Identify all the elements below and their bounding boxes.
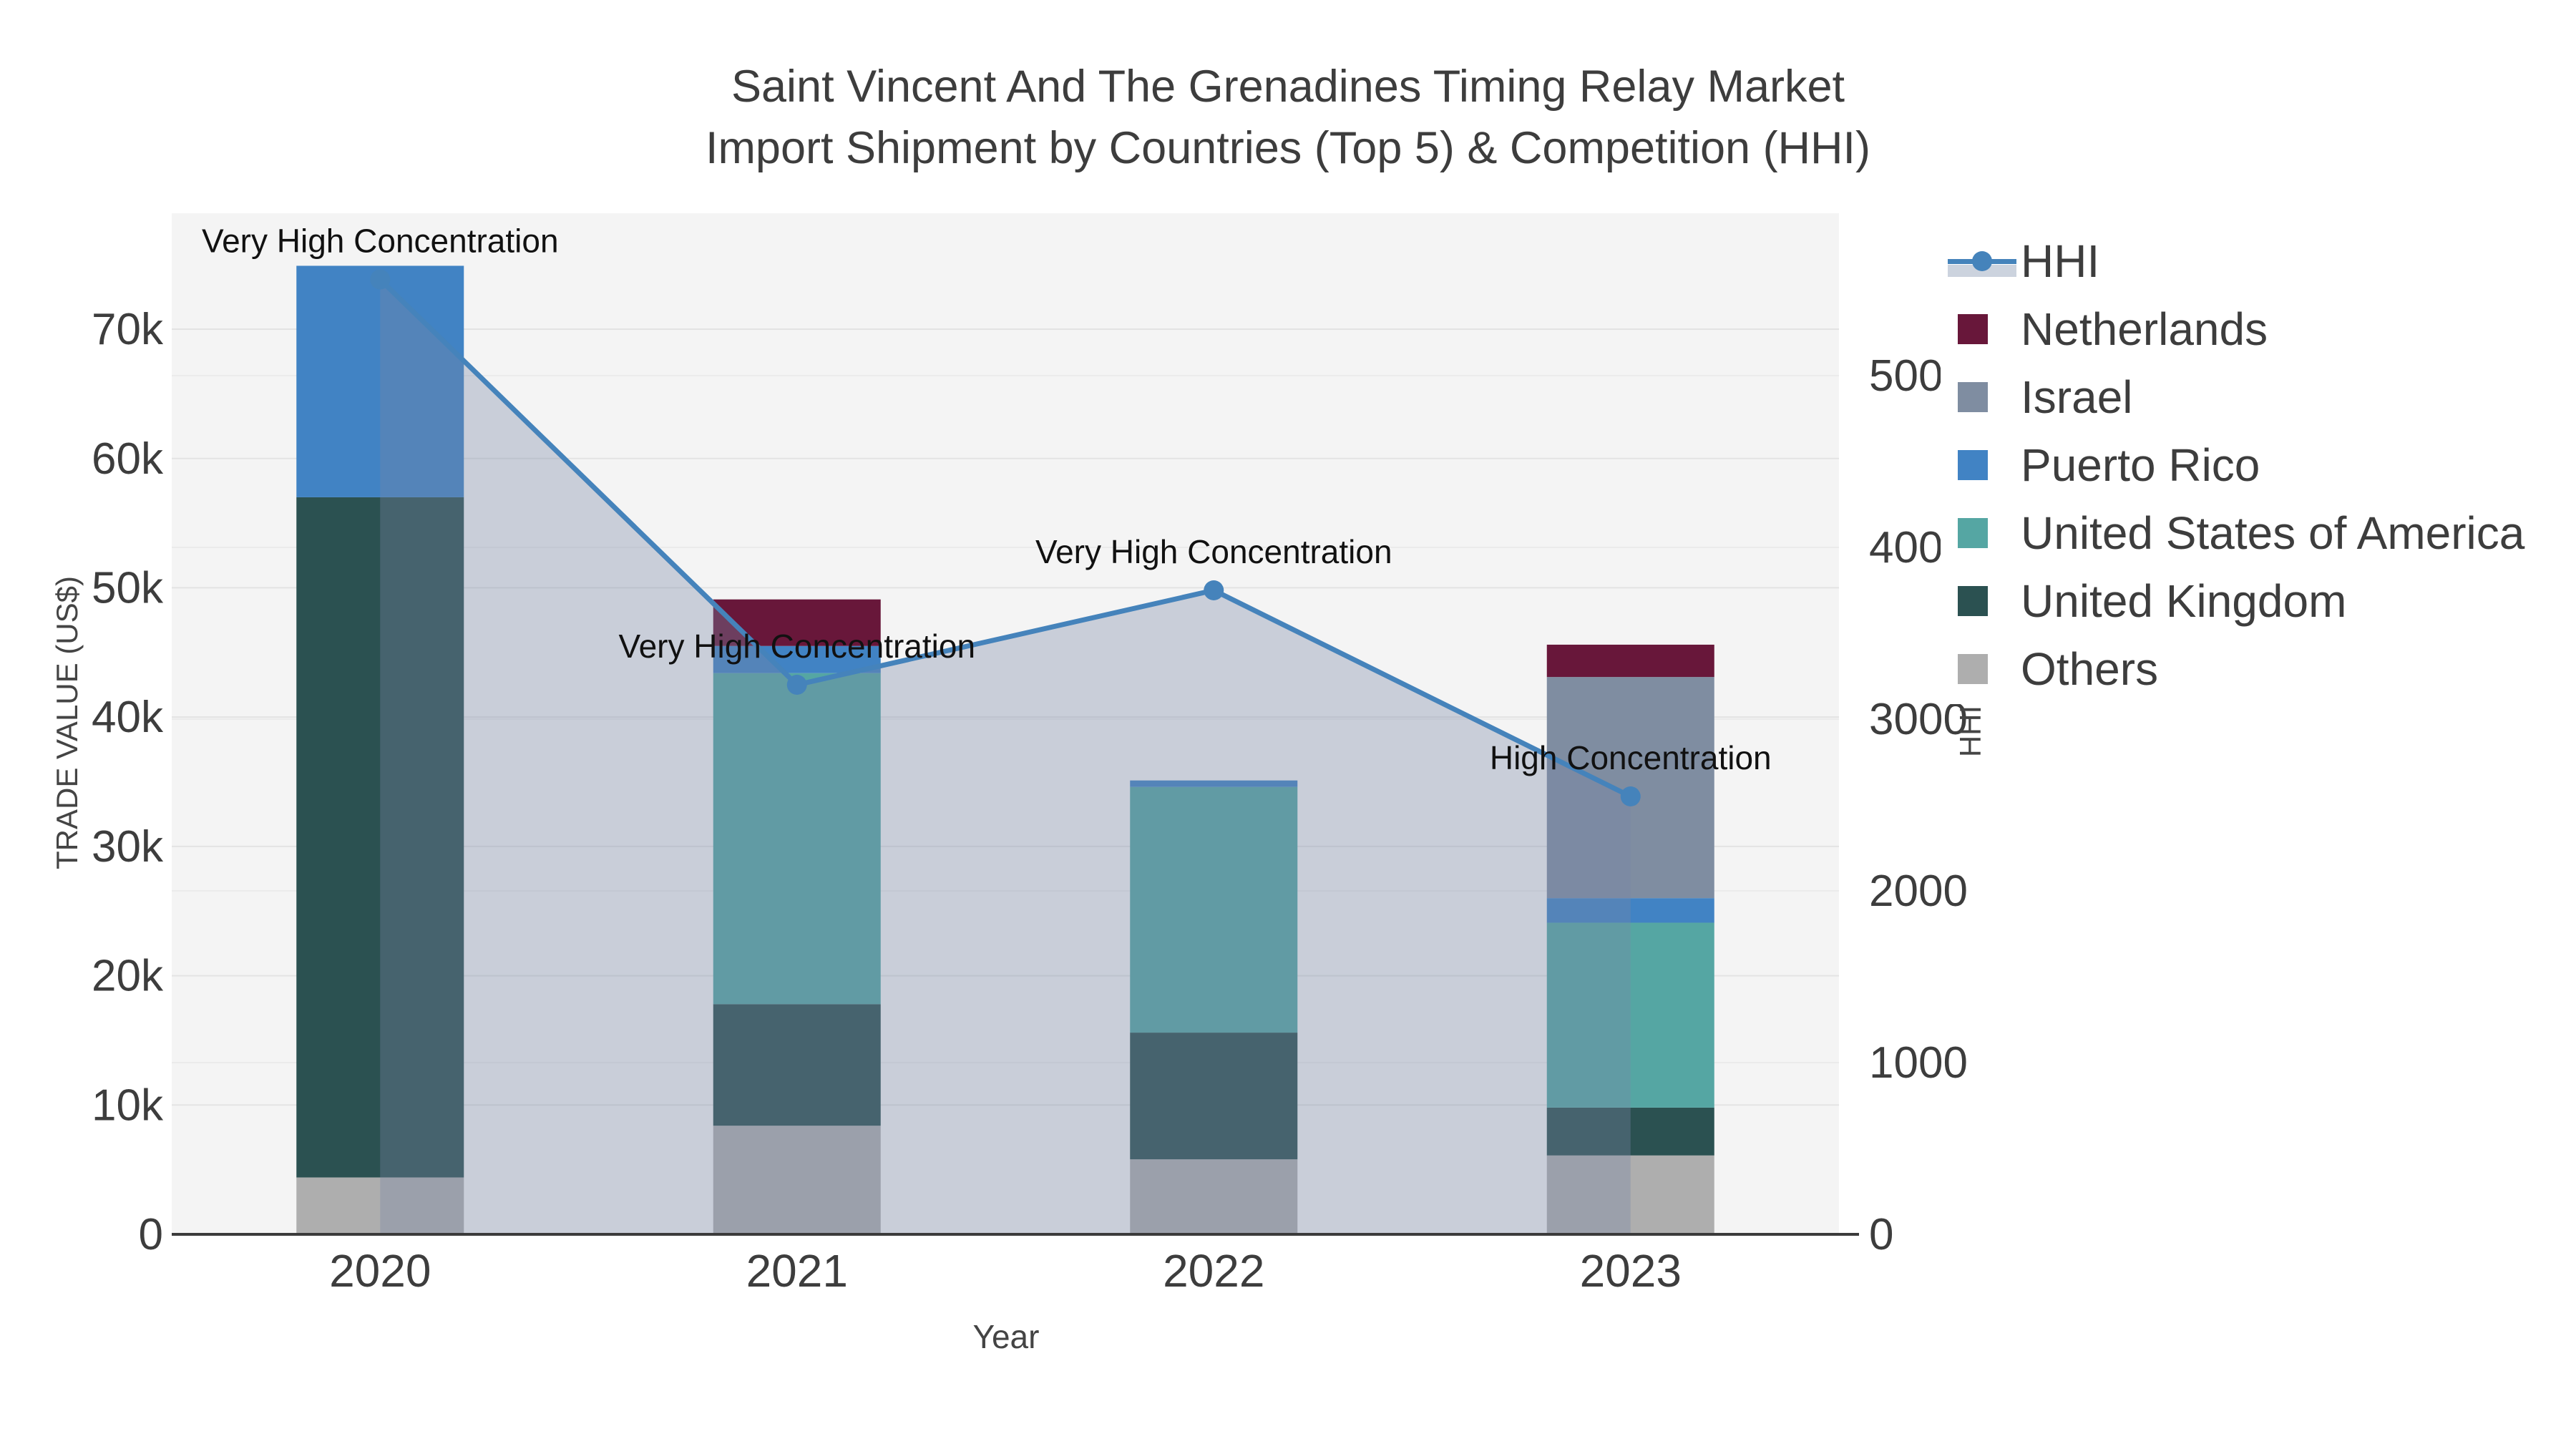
hhi-marker-legend-dot	[1972, 250, 1992, 271]
bar-segment-united-states-of-america-2023[interactable]	[1546, 922, 1714, 1108]
legend-item-hhi[interactable]: HHI	[1941, 228, 2565, 296]
legend-item-label: Israel	[2021, 371, 2133, 423]
legend-symbol	[1948, 296, 2016, 364]
bar-segment-others-2023[interactable]	[1546, 1155, 1714, 1234]
legend-item-label: HHI	[2021, 235, 2100, 287]
y-right-axis-title: HHI	[1953, 706, 1987, 757]
y-right-tick-0: 0	[1869, 1210, 1893, 1259]
x-axis-title: Year	[973, 1318, 1040, 1355]
annotation-2023: High Concentration	[1490, 739, 1772, 776]
y-left-tick-10k: 10k	[92, 1080, 164, 1130]
bar-segment-united-states-of-america-2022[interactable]	[1130, 786, 1298, 1033]
legend-item-netherlands[interactable]: Netherlands	[1941, 296, 2565, 364]
hhi-line	[378, 278, 1632, 799]
legend-symbol	[1948, 499, 2016, 567]
hhi-marker-2022[interactable]	[1204, 580, 1224, 600]
x-tick-2020: 2020	[329, 1245, 431, 1297]
bar-segment-united-kingdom-2022[interactable]	[1130, 1033, 1298, 1160]
annotation-2021: Very High Concentration	[618, 628, 975, 665]
y-right-tick-1000: 1000	[1869, 1038, 1968, 1088]
bar-segment-united-kingdom-2020[interactable]	[296, 497, 464, 1178]
y-left-tick-70k: 70k	[92, 305, 164, 354]
bar-segment-netherlands-2023[interactable]	[1546, 644, 1714, 678]
legend-item-israel[interactable]: Israel	[1941, 364, 2565, 431]
legend-swatch-icon	[1958, 313, 1988, 344]
legend-item-label: Others	[2021, 643, 2159, 695]
legend: HHI Netherlands Israel Puerto Rico Unite…	[1941, 226, 2565, 704]
legend-symbol	[1948, 364, 2016, 431]
legend-symbol	[1948, 635, 2016, 703]
bar-segment-puerto-rico-2021[interactable]	[713, 645, 881, 673]
annotation-2020: Very High Concentration	[202, 223, 559, 260]
bar-segment-others-2021[interactable]	[713, 1126, 881, 1234]
legend-swatch-icon	[1958, 585, 1988, 616]
bar-segment-united-states-of-america-2021[interactable]	[713, 673, 881, 1005]
y-left-tick-60k: 60k	[92, 434, 164, 484]
legend-item-label: United Kingdom	[2021, 575, 2347, 627]
legend-swatch-icon	[1958, 517, 1988, 548]
y-right-tick-2000: 2000	[1869, 867, 1968, 916]
legend-item-others[interactable]: Others	[1941, 635, 2565, 703]
chart-title-line2: Import Shipment by Countries (Top 5) & C…	[705, 123, 1871, 173]
legend-symbol	[1948, 228, 2016, 296]
legend-item-label: Puerto Rico	[2021, 439, 2260, 491]
legend-item-united-kingdom[interactable]: United Kingdom	[1941, 567, 2565, 635]
hhi-marker-2021[interactable]	[786, 675, 807, 695]
chart-title-line1: Saint Vincent And The Grenadines Timing …	[731, 62, 1845, 112]
bar-segment-puerto-rico-2023[interactable]	[1546, 898, 1714, 923]
legend-symbol	[1948, 431, 2016, 499]
legend-swatch-icon	[1958, 653, 1988, 684]
bar-segment-united-kingdom-2021[interactable]	[713, 1004, 881, 1126]
chart-title: Saint Vincent And The Grenadines Timing …	[0, 56, 2576, 179]
bar-segment-others-2022[interactable]	[1130, 1159, 1298, 1234]
x-tick-2021: 2021	[746, 1245, 848, 1297]
bar-segment-others-2020[interactable]	[296, 1177, 464, 1234]
hhi-area-fill	[380, 279, 1631, 1235]
hhi-marker-2023[interactable]	[1620, 786, 1641, 806]
legend-item-puerto-rico[interactable]: Puerto Rico	[1941, 431, 2565, 499]
legend-item-label: Netherlands	[2021, 303, 2268, 355]
legend-item-united-states-of-america[interactable]: United States of America	[1941, 499, 2565, 567]
legend-swatch-icon	[1958, 381, 1988, 412]
y-left-axis-title: TRADE VALUE (US$)	[50, 576, 84, 869]
legend-item-label: United States of America	[2021, 507, 2525, 559]
y-left-tick-20k: 20k	[92, 952, 164, 1001]
x-tick-2023: 2023	[1580, 1245, 1682, 1297]
bar-segment-netherlands-2021[interactable]	[713, 599, 881, 646]
y-left-tick-30k: 30k	[92, 822, 164, 872]
y-left-tick-50k: 50k	[92, 564, 164, 613]
annotation-2022: Very High Concentration	[1035, 533, 1392, 570]
y-left-tick-0: 0	[139, 1210, 163, 1259]
bar-segment-puerto-rico-2020[interactable]	[296, 265, 464, 497]
legend-symbol	[1948, 567, 2016, 635]
hhi-marker-2020[interactable]	[370, 269, 391, 290]
legend-swatch-icon	[1958, 449, 1988, 480]
bar-segment-united-kingdom-2023[interactable]	[1546, 1107, 1714, 1156]
bar-segment-puerto-rico-2022[interactable]	[1130, 780, 1298, 787]
x-tick-2022: 2022	[1163, 1245, 1264, 1297]
y-left-tick-40k: 40k	[92, 693, 164, 742]
